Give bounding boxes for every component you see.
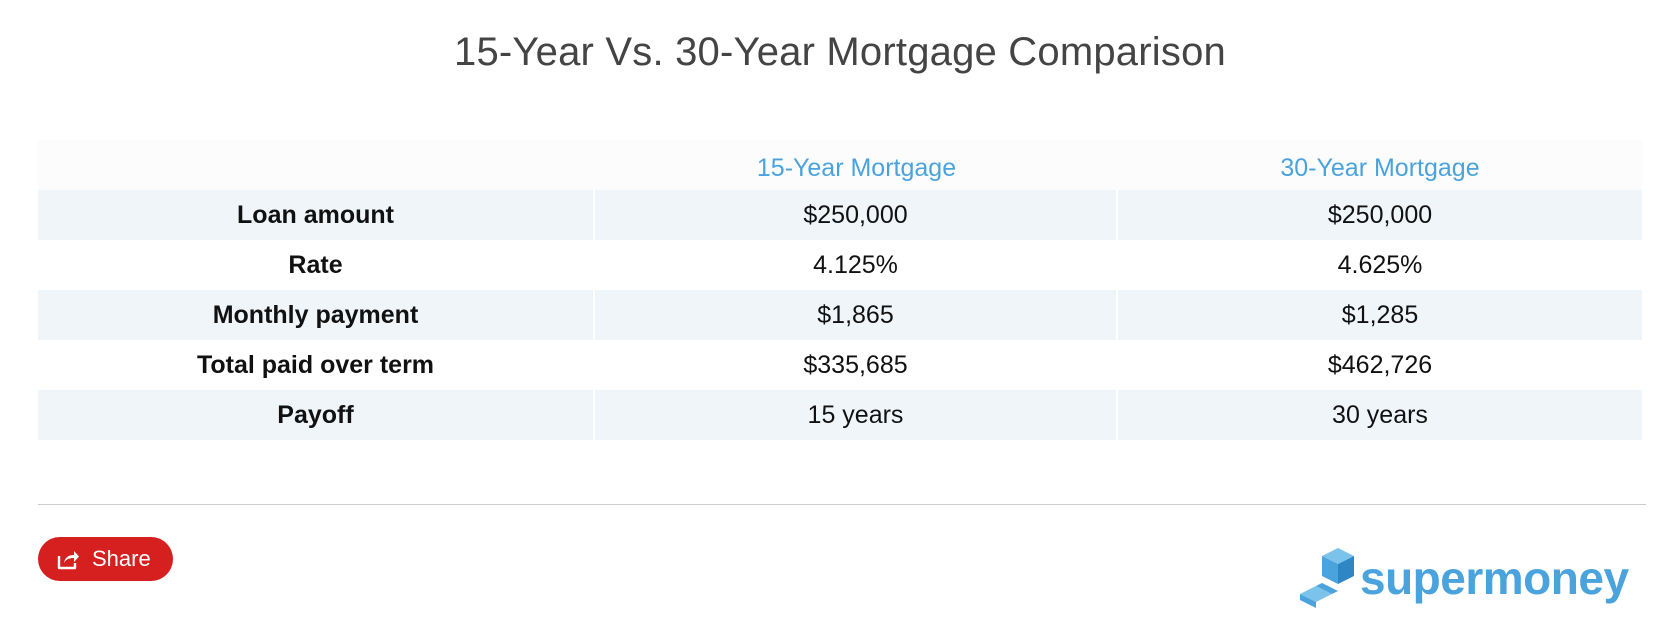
table-row: Total paid over term $335,685 $462,726 (38, 340, 1642, 390)
comparison-table: 15-Year Mortgage 30-Year Mortgage Loan a… (38, 140, 1642, 440)
supermoney-logo-text: supermoney (1360, 552, 1629, 604)
supermoney-logo-icon (1296, 548, 1358, 608)
row-label-monthly-payment: Monthly payment (38, 290, 595, 340)
row-label-rate: Rate (38, 240, 595, 290)
share-icon (56, 548, 80, 570)
cell-30-year-rate: 4.625% (1337, 250, 1423, 279)
header-cell-30-year: 30-Year Mortgage (1280, 153, 1480, 182)
header-cell-empty (38, 140, 595, 190)
footer-divider (38, 504, 1646, 505)
table-row: Payoff 15 years 30 years (38, 390, 1642, 440)
row-label-loan-amount: Loan amount (38, 190, 595, 240)
cell-15-year-monthly-payment: $1,865 (595, 290, 1118, 340)
cell-30-year-payoff: 30 years (1332, 400, 1428, 429)
cell-15-year-rate: 4.125% (595, 240, 1118, 290)
page-title: 15-Year Vs. 30-Year Mortgage Comparison (454, 30, 1226, 74)
cell-30-year-monthly-payment: $1,285 (1341, 300, 1419, 329)
cell-15-year-payoff: 15 years (595, 390, 1118, 440)
cell-30-year-loan-amount: $250,000 (1327, 200, 1433, 229)
cell-15-year-loan-amount: $250,000 (595, 190, 1118, 240)
table-row: Rate 4.125% 4.625% (38, 240, 1642, 290)
share-button[interactable]: Share (38, 537, 173, 581)
table-row: Loan amount $250,000 $250,000 (38, 190, 1642, 240)
table-header-row: 15-Year Mortgage 30-Year Mortgage (38, 140, 1642, 190)
header-cell-15-year: 15-Year Mortgage (756, 153, 957, 182)
table-row: Monthly payment $1,865 $1,285 (38, 290, 1642, 340)
row-label-payoff: Payoff (38, 390, 595, 440)
cell-30-year-total-paid: $462,726 (1327, 350, 1433, 379)
share-label: Share (92, 546, 151, 571)
row-label-total-paid: Total paid over term (38, 340, 595, 390)
cell-15-year-total-paid: $335,685 (595, 340, 1118, 390)
supermoney-logo[interactable]: supermoney (1296, 548, 1629, 608)
